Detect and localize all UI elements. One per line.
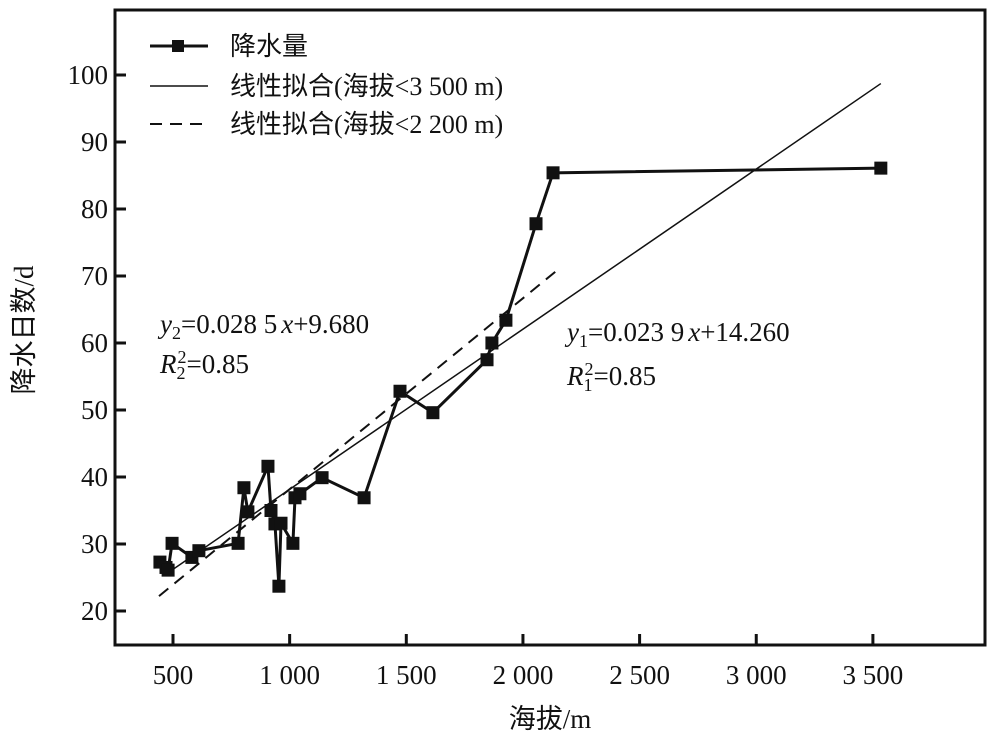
data-point	[874, 161, 888, 175]
data-point	[231, 536, 245, 550]
precip-line	[158, 166, 881, 588]
data-point	[237, 481, 251, 495]
legend: 降水量 线性拟合(海拔<3 500 m) 线性拟合(海拔<2 200 m)	[150, 32, 503, 139]
fit1-r-squared: R12=0.85	[566, 359, 656, 395]
y-tick-label: 90	[81, 127, 108, 157]
x-tick-label: 3 000	[726, 660, 787, 690]
y-tick-label: 100	[68, 60, 109, 90]
data-point	[264, 504, 278, 517]
data-point	[393, 384, 407, 398]
y-tick-label: 60	[81, 328, 108, 358]
fit2-equation: y2=0.028 5 x+9.680	[157, 309, 369, 343]
data-point	[357, 491, 371, 505]
y-tick-label: 20	[81, 596, 108, 626]
fit-line-dashed	[158, 268, 559, 597]
data-point	[274, 516, 288, 530]
data-point	[485, 336, 499, 350]
x-tick-label: 1 500	[376, 660, 437, 690]
data-point	[529, 217, 543, 231]
data-point	[480, 353, 494, 367]
data-point	[272, 579, 286, 593]
data-point	[161, 563, 175, 577]
data-point	[286, 536, 300, 550]
data-point	[192, 544, 206, 558]
x-tick-label: 2 000	[493, 660, 554, 690]
y-tick-label: 70	[81, 261, 108, 291]
x-tick-label: 2 500	[609, 660, 670, 690]
x-tick-label: 500	[153, 660, 194, 690]
y-tick-label: 30	[81, 529, 108, 559]
legend-label-fit2: 线性拟合(海拔<2 200 m)	[230, 110, 503, 139]
data-point	[241, 505, 255, 519]
data-point	[426, 406, 440, 420]
data-point	[261, 459, 275, 473]
y-tick-label: 80	[81, 194, 108, 224]
x-axis-title: 海拔/m	[509, 704, 592, 734]
data-point	[165, 536, 179, 550]
data-point	[315, 471, 329, 485]
data-point	[293, 487, 307, 501]
data-point	[546, 166, 560, 180]
fit2-r-squared: R22=0.85	[159, 347, 249, 383]
legend-label-precip: 降水量	[230, 32, 308, 61]
x-tick-label: 3 500	[843, 660, 904, 690]
y-tick-label: 40	[81, 462, 108, 492]
legend-label-fit1: 线性拟合(海拔<3 500 m)	[230, 72, 503, 101]
x-tick-label: 1 000	[259, 660, 320, 690]
legend-marker-square	[172, 40, 184, 52]
fit1-equation: y1=0.023 9 x+14.260	[564, 317, 790, 351]
plot-frame	[113, 8, 987, 647]
y-tick-label: 50	[81, 395, 108, 425]
y-axis-title: 降水日数/d	[9, 265, 39, 395]
data-point	[499, 313, 513, 327]
